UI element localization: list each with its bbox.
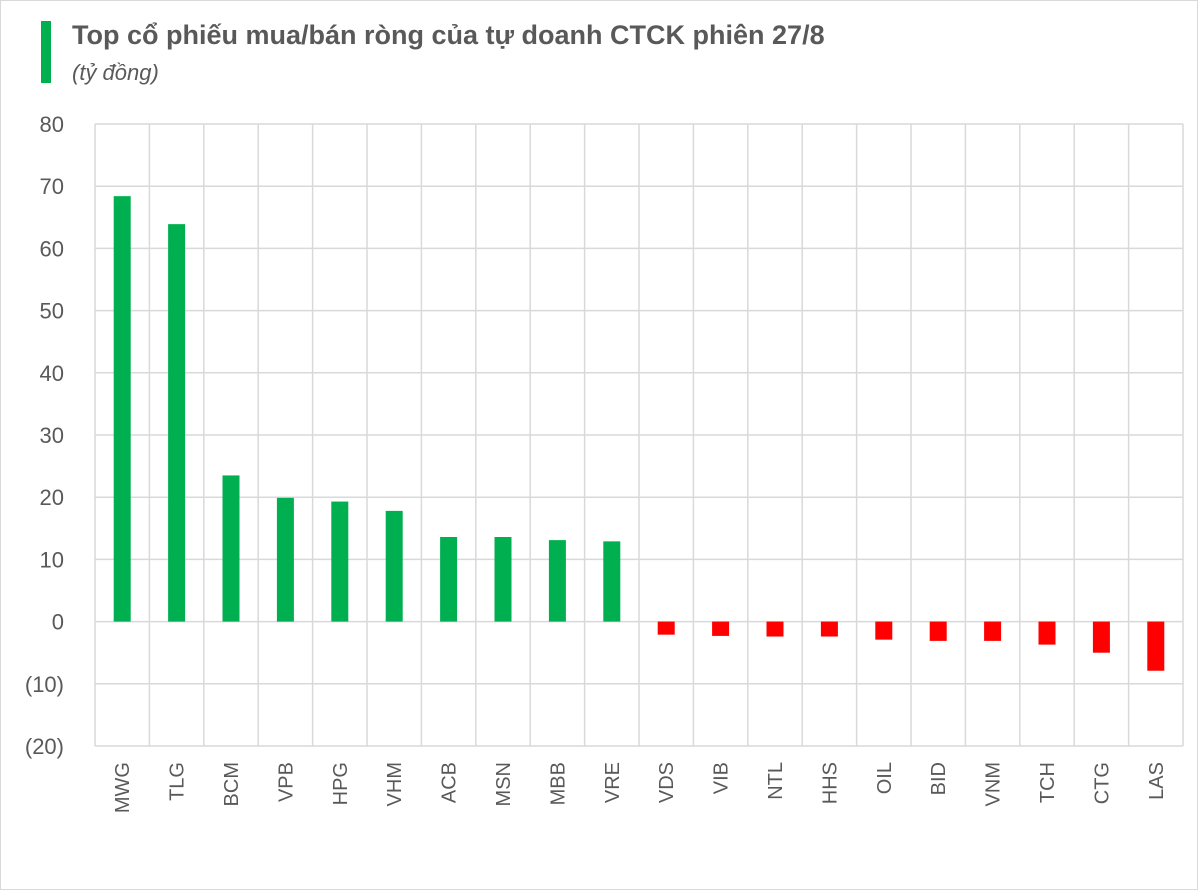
x-tick-label: CTG (1091, 762, 1113, 804)
y-tick-label: 80 (40, 112, 64, 137)
x-tick-label: NTL (765, 762, 787, 800)
bar (331, 501, 349, 622)
bar (984, 621, 1002, 641)
bar (222, 475, 240, 622)
bar (494, 537, 512, 622)
chart-title: Top cổ phiếu mua/bán ròng của tự doanh C… (72, 20, 825, 50)
bar (1092, 621, 1110, 653)
x-tick-label: ACB (439, 762, 461, 803)
x-tick-label: BCM (221, 762, 243, 806)
bar (712, 621, 730, 636)
y-tick-label: 0 (52, 610, 64, 635)
x-tick-label: MWG (112, 762, 134, 813)
bar (657, 621, 675, 635)
x-tick-label: OIL (874, 762, 896, 794)
bar (168, 224, 186, 622)
title-accent-bar (41, 21, 51, 83)
y-tick-label: 50 (40, 299, 64, 324)
y-tick-label: 10 (40, 547, 64, 572)
x-tick-label: VHM (384, 762, 406, 806)
y-tick-label: 70 (40, 174, 64, 199)
x-tick-label: VRE (602, 762, 624, 803)
x-tick-label: VIB (711, 762, 733, 794)
bar (766, 621, 784, 637)
y-tick-label: 20 (40, 485, 64, 510)
y-tick-label: 60 (40, 236, 64, 261)
y-tick-label: 40 (40, 361, 64, 386)
x-tick-label: MSN (493, 762, 515, 806)
bar (276, 497, 294, 622)
x-tick-label: MBB (547, 762, 569, 805)
x-tick-label: HHS (819, 762, 841, 804)
x-tick-label: LAS (1146, 762, 1168, 800)
bar (929, 621, 947, 641)
x-tick-label: HPG (330, 762, 352, 805)
y-tick-label: (10) (25, 672, 64, 697)
bar (875, 621, 893, 640)
bar (113, 196, 131, 622)
bar (385, 510, 403, 622)
x-tick-label: BID (928, 762, 950, 795)
bar (1147, 621, 1165, 671)
bar (603, 541, 621, 622)
bar (440, 537, 458, 622)
x-tick-label: TCH (1037, 762, 1059, 803)
y-tick-label: (20) (25, 734, 64, 759)
x-tick-label: VPB (275, 762, 297, 802)
x-tick-label: VDS (656, 762, 678, 803)
y-tick-label: 30 (40, 423, 64, 448)
chart-subtitle: (tỷ đồng) (72, 60, 159, 85)
bar (1038, 621, 1056, 645)
bar (820, 621, 838, 637)
x-tick-label: VNM (983, 762, 1005, 806)
bar (548, 540, 566, 622)
x-tick-label: TLG (167, 762, 189, 801)
